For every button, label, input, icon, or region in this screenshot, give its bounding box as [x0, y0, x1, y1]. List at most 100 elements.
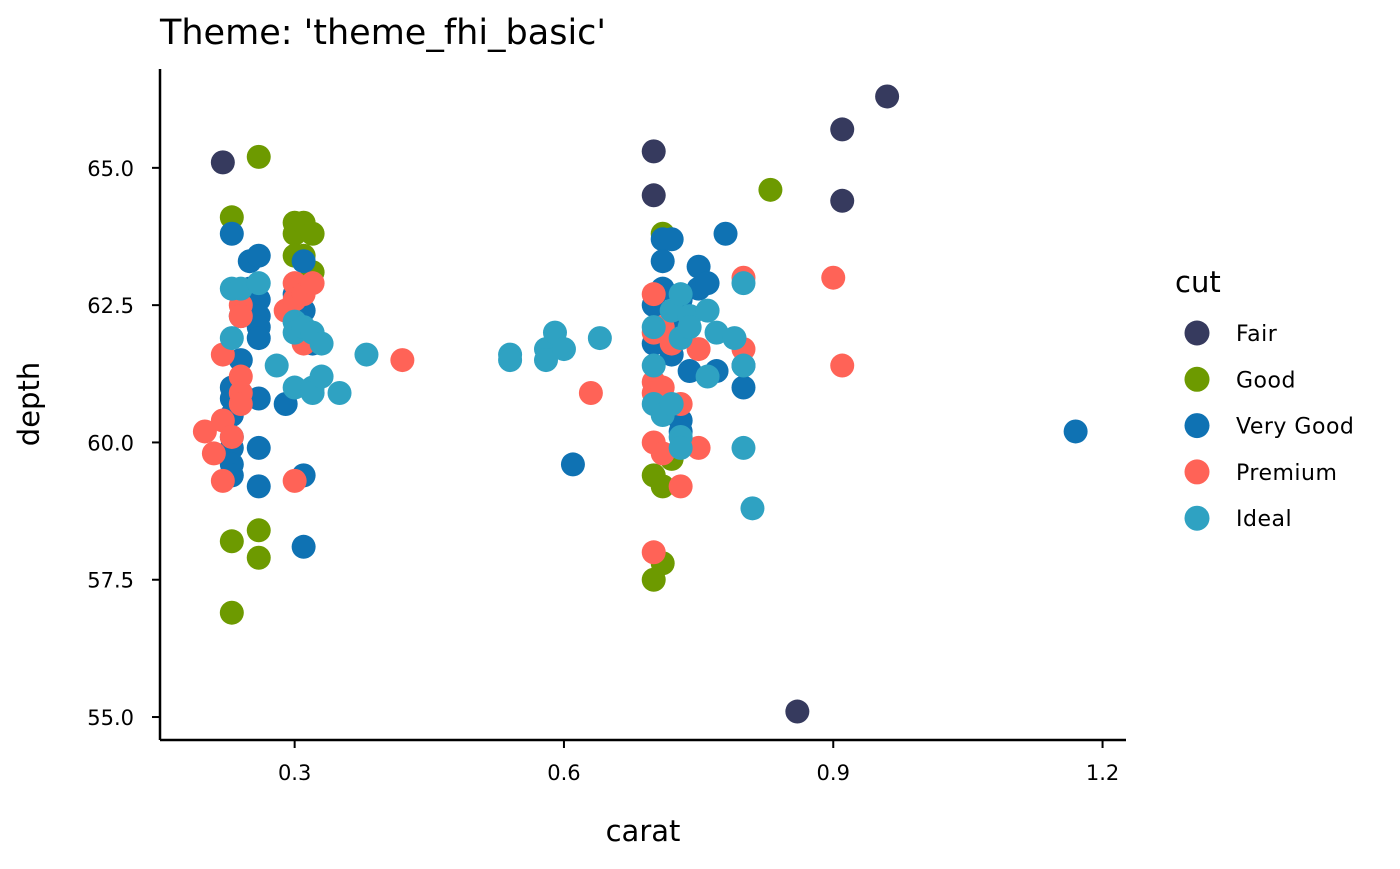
point-ideal	[264, 353, 289, 378]
point-premium	[686, 435, 711, 460]
point-premium	[830, 353, 855, 378]
point-very-good	[659, 227, 684, 252]
point-premium	[201, 441, 226, 466]
point-very-good	[1063, 419, 1088, 444]
point-ideal	[534, 348, 558, 373]
point-ideal	[309, 331, 334, 356]
y-tick-label: 57.5	[87, 569, 134, 593]
point-fair	[641, 139, 666, 164]
legend-label-good: Good	[1236, 368, 1296, 393]
point-premium	[821, 265, 846, 290]
point-premium	[641, 540, 666, 565]
point-premium	[228, 364, 253, 389]
point-premium	[228, 304, 253, 329]
point-premium	[641, 282, 666, 307]
point-very-good	[246, 435, 271, 460]
point-premium	[282, 468, 307, 493]
chart-title: Theme: 'theme_fhi_basic'	[159, 13, 606, 53]
point-ideal	[695, 298, 720, 323]
point-very-good	[291, 249, 316, 274]
y-tick-label: 60.0	[87, 431, 134, 455]
legend-key-very-good	[1184, 413, 1210, 439]
point-ideal	[668, 435, 693, 460]
y-tick-label: 55.0	[87, 706, 134, 730]
point-very-good	[731, 375, 756, 400]
point-fair	[785, 699, 810, 724]
legend-key-premium	[1184, 459, 1210, 485]
point-premium	[668, 474, 693, 499]
point-premium	[210, 468, 235, 493]
ticks-layer: 0.3 0.6 0.9 1.2 55.0 57.5 60.0 62.5 65.0	[87, 157, 1119, 785]
point-premium	[686, 337, 711, 362]
point-premium	[300, 271, 325, 296]
axes-layer	[158, 69, 1126, 742]
point-good	[246, 518, 271, 543]
point-fair	[830, 188, 855, 213]
legend-label-ideal: Ideal	[1236, 507, 1292, 532]
point-very-good	[291, 534, 316, 559]
point-ideal	[354, 342, 379, 367]
point-ideal	[587, 326, 612, 351]
point-very-good	[713, 221, 738, 246]
legend-key-fair	[1184, 320, 1210, 346]
point-ideal	[731, 435, 756, 460]
y-axis-title: depth	[12, 362, 46, 446]
legend-label-fair: Fair	[1236, 322, 1278, 347]
point-premium	[390, 348, 415, 373]
legend-key-good	[1184, 366, 1210, 392]
point-ideal	[740, 496, 765, 521]
point-premium	[192, 419, 217, 444]
point-very-good	[695, 271, 720, 296]
point-ideal	[219, 326, 244, 351]
point-ideal	[695, 364, 720, 389]
legend-label-premium: Premium	[1236, 461, 1337, 486]
point-good	[246, 545, 271, 570]
point-ideal	[659, 392, 684, 416]
x-tick-label: 0.6	[547, 761, 580, 785]
point-ideal	[246, 271, 271, 296]
point-fair	[830, 117, 855, 142]
point-good	[219, 529, 244, 554]
point-ideal	[309, 364, 334, 389]
x-tick-label: 0.3	[278, 761, 311, 785]
point-ideal	[668, 282, 693, 307]
point-ideal	[641, 315, 666, 340]
y-tick-label: 62.5	[87, 294, 134, 318]
point-ideal	[677, 315, 702, 340]
legend: cut Fair Good Very Good Premium Ideal	[1175, 265, 1354, 532]
point-fair	[875, 84, 900, 109]
point-premium	[228, 392, 253, 416]
point-ideal	[731, 271, 756, 296]
point-fair	[641, 183, 666, 208]
point-very-good	[219, 221, 244, 246]
legend-label-very-good: Very Good	[1236, 415, 1354, 440]
point-ideal	[641, 353, 666, 378]
points-layer	[192, 84, 1088, 724]
point-good	[219, 600, 244, 625]
point-good	[246, 144, 271, 169]
point-good	[758, 177, 783, 202]
point-very-good	[650, 249, 675, 274]
point-ideal	[731, 353, 756, 378]
point-very-good	[246, 474, 271, 499]
point-ideal	[327, 381, 352, 406]
x-axis-title: carat	[606, 814, 681, 848]
point-good	[300, 221, 325, 246]
legend-title: cut	[1175, 265, 1221, 299]
point-premium	[219, 424, 244, 449]
point-good	[650, 474, 675, 499]
point-fair	[210, 150, 235, 175]
point-ideal	[551, 337, 576, 362]
point-very-good	[560, 452, 585, 477]
x-tick-label: 0.9	[817, 761, 850, 785]
point-ideal	[498, 348, 523, 373]
point-premium	[578, 381, 603, 406]
legend-key-ideal	[1184, 505, 1210, 531]
point-good	[219, 205, 244, 230]
x-tick-label: 1.2	[1086, 761, 1119, 785]
point-very-good	[246, 243, 271, 268]
point-very-good	[246, 326, 271, 351]
y-tick-label: 65.0	[87, 157, 134, 181]
